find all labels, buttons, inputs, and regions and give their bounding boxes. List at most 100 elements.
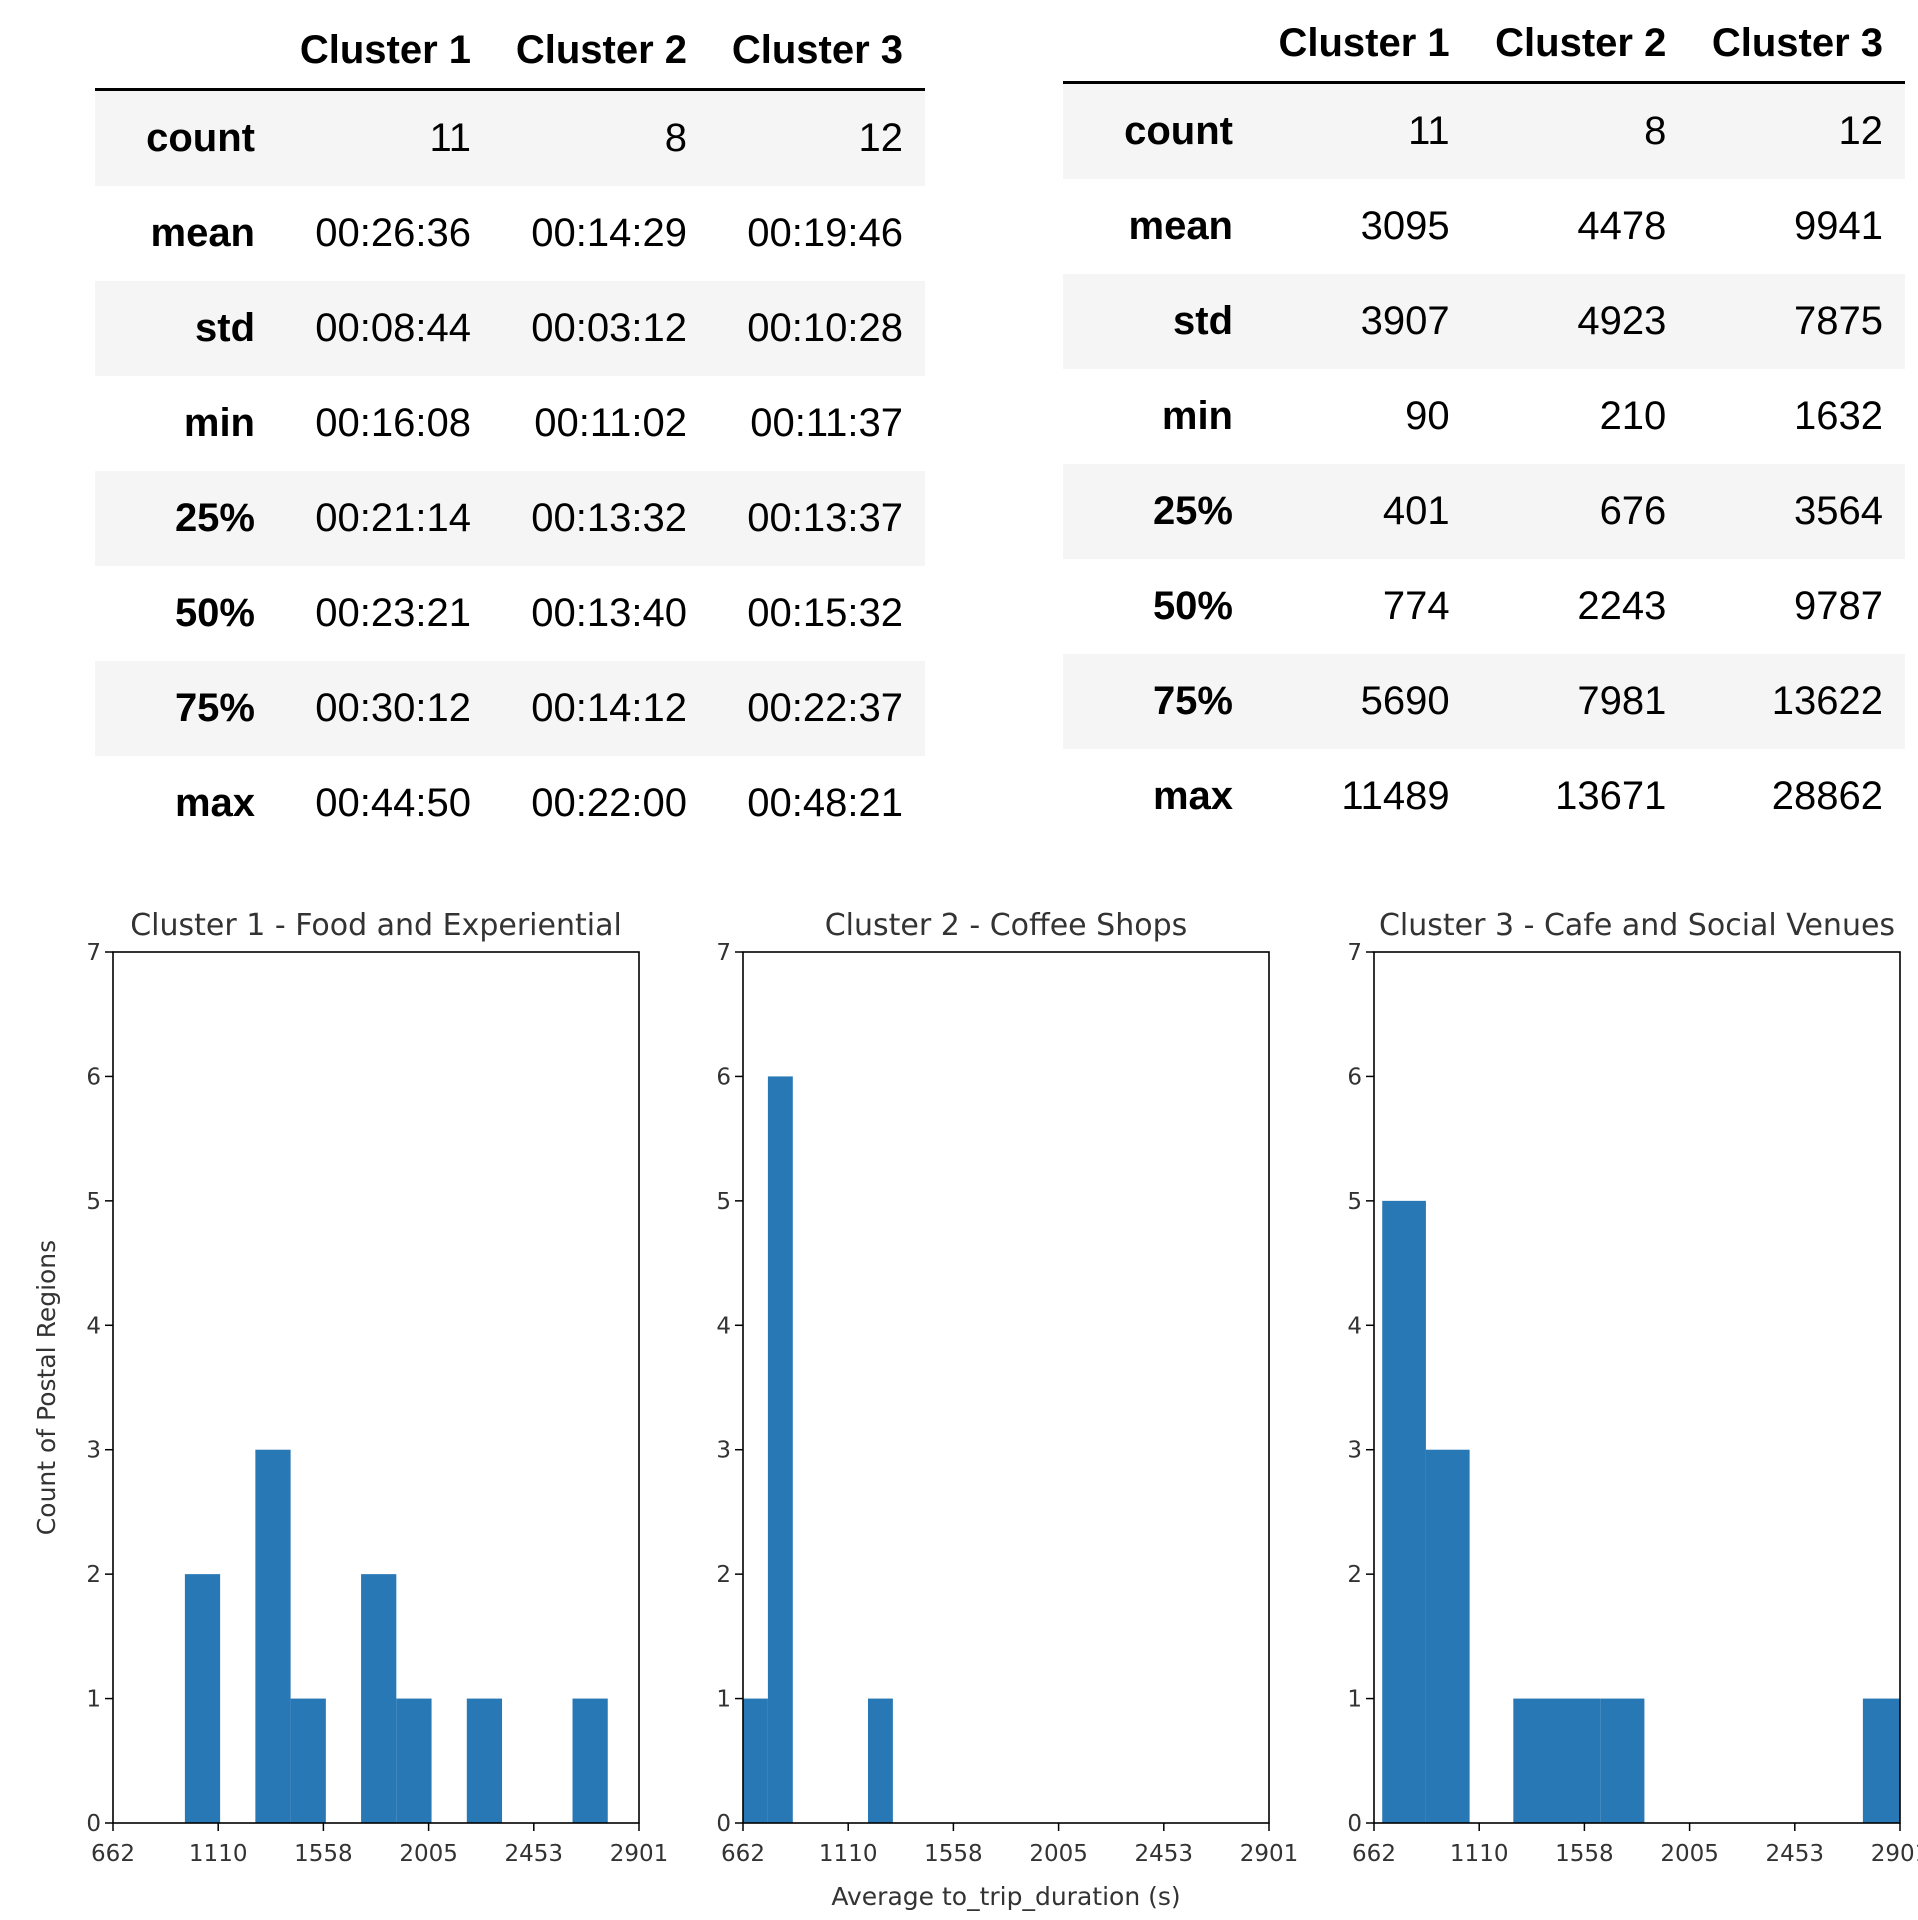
y-tick-label: 4 <box>716 1313 731 1339</box>
y-tick-label: 0 <box>86 1811 101 1837</box>
row-label: mean <box>150 211 256 255</box>
histogram-bar <box>867 1698 893 1823</box>
table-row: count 11 8 12 <box>95 89 925 186</box>
histogram-bar <box>1557 1698 1601 1823</box>
table-row: mean 3095 4478 9941 <box>1063 179 1905 274</box>
x-axis-label: Average to_trip_duration (s) <box>831 1882 1180 1911</box>
table-cell: 12 <box>1838 109 1884 153</box>
x-tick-label: 662 <box>721 1841 765 1867</box>
table-cell: 8 <box>664 116 687 160</box>
plot-frame <box>112 951 640 1824</box>
table-cell: 5690 <box>1360 679 1450 723</box>
histogram-bar <box>1862 1698 1900 1823</box>
column-header: Cluster 1 <box>1255 5 1472 84</box>
y-tick-label: 3 <box>86 1438 101 1464</box>
x-tick-label: 1558 <box>1555 1841 1614 1867</box>
table-header-row: Cluster 1 Cluster 2 Cluster 3 <box>1063 5 1905 84</box>
table-cell: 00:19:46 <box>747 211 903 255</box>
x-tick-label: 2005 <box>399 1841 458 1867</box>
histogram-bar <box>572 1698 608 1823</box>
table-cell: 00:13:37 <box>747 496 903 540</box>
table-cell: 00:13:32 <box>531 496 687 540</box>
table-row: std 3907 4923 7875 <box>1063 274 1905 369</box>
y-tick-label: 5 <box>716 1189 731 1215</box>
column-header: Cluster 3 <box>1688 5 1905 84</box>
table-cell: 00:11:02 <box>534 401 687 445</box>
column-header: Cluster 2 <box>493 12 709 91</box>
table-row: mean 00:26:36 00:14:29 00:19:46 <box>95 186 925 281</box>
table-cell: 00:48:21 <box>747 781 903 825</box>
table-row: 75% 5690 7981 13622 <box>1063 654 1905 749</box>
table-cell: 00:14:12 <box>531 686 687 730</box>
table-cell: 00:21:14 <box>315 496 471 540</box>
table-cell: 00:22:37 <box>747 686 903 730</box>
table-cell: 676 <box>1599 489 1667 533</box>
y-tick-label: 6 <box>86 1064 101 1090</box>
chart-title: Cluster 2 - Coffee Shops <box>825 908 1188 943</box>
table-row: max 00:44:50 00:22:00 00:48:21 <box>95 756 925 851</box>
y-tick-label: 0 <box>716 1811 731 1837</box>
y-tick-label: 1 <box>716 1687 731 1713</box>
table-cell: 00:13:40 <box>531 591 687 635</box>
y-axis-label: Count of Postal Regions <box>32 1240 61 1535</box>
table-cell: 3907 <box>1360 299 1450 343</box>
y-tick-label: 2 <box>716 1562 731 1588</box>
table-cell: 9787 <box>1794 584 1883 628</box>
table-cell: 210 <box>1599 394 1667 438</box>
table-cell: 2243 <box>1577 584 1667 628</box>
plot-frame <box>742 951 1270 1824</box>
row-label: std <box>1173 299 1233 343</box>
table-cell: 13622 <box>1771 679 1883 723</box>
histogram-bar <box>743 1698 768 1823</box>
summary-table-counts: Cluster 1 Cluster 2 Cluster 3 count 11 8 12… <box>1063 5 1905 844</box>
row-label: max <box>174 781 255 825</box>
row-label: min <box>1161 394 1233 438</box>
x-tick-label: 662 <box>1352 1841 1396 1867</box>
histogram-bar <box>1513 1698 1558 1823</box>
table-cell: 90 <box>1405 394 1450 438</box>
column-header: Cluster 2 <box>1471 5 1689 84</box>
histogram-bar <box>767 1076 793 1823</box>
table-cell: 00:22:00 <box>531 781 687 825</box>
table-cell: 11489 <box>1341 774 1450 818</box>
x-tick-label: 2005 <box>1029 1841 1088 1867</box>
x-tick-label: 1110 <box>189 1841 248 1867</box>
table-row: 75% 00:30:12 00:14:12 00:22:37 <box>95 661 925 756</box>
chart-title: Cluster 3 - Cafe and Social Venues <box>1379 908 1895 943</box>
table-cell: 00:03:12 <box>531 306 687 350</box>
y-tick-label: 5 <box>86 1189 101 1215</box>
table-cell: 00:08:44 <box>315 306 471 350</box>
table-header-row: Cluster 1 Cluster 2 Cluster 3 <box>95 12 925 91</box>
table-row: 50% 00:23:21 00:13:40 00:15:32 <box>95 566 925 661</box>
table-row: min 90 210 1632 <box>1063 369 1905 464</box>
histogram-bar <box>466 1698 503 1823</box>
table-cell: 28862 <box>1771 774 1883 818</box>
row-label: min <box>183 401 255 445</box>
table-cell: 00:23:21 <box>315 591 471 635</box>
table-row: std 00:08:44 00:03:12 00:10:28 <box>95 281 925 376</box>
table-row: min 00:16:08 00:11:02 00:11:37 <box>95 376 925 471</box>
plot-frame <box>1373 951 1901 1824</box>
table-cell: 8 <box>1644 109 1667 153</box>
x-tick-label: 2453 <box>1135 1841 1194 1867</box>
y-tick-label: 3 <box>1347 1438 1362 1464</box>
histogram-bar <box>184 1574 221 1823</box>
histogram-bar <box>1382 1200 1426 1823</box>
table-cell: 00:11:37 <box>750 401 903 445</box>
x-tick-label: 2901 <box>610 1841 669 1867</box>
column-header <box>95 12 277 91</box>
row-label: 25% <box>174 496 255 540</box>
table-cell: 00:10:28 <box>747 306 903 350</box>
row-label: 25% <box>1152 489 1233 533</box>
x-tick-label: 2453 <box>505 1841 564 1867</box>
table-cell: 00:26:36 <box>315 211 471 255</box>
y-tick-label: 3 <box>716 1438 731 1464</box>
histogram-bar <box>290 1698 326 1823</box>
table-row: 25% 00:21:14 00:13:32 00:13:37 <box>95 471 925 566</box>
row-label: count <box>1124 109 1233 153</box>
table-cell: 1632 <box>1794 394 1883 438</box>
table-cell: 00:44:50 <box>315 781 471 825</box>
table-cell: 7981 <box>1577 679 1667 723</box>
table-row: max 11489 13671 28862 <box>1063 749 1905 844</box>
